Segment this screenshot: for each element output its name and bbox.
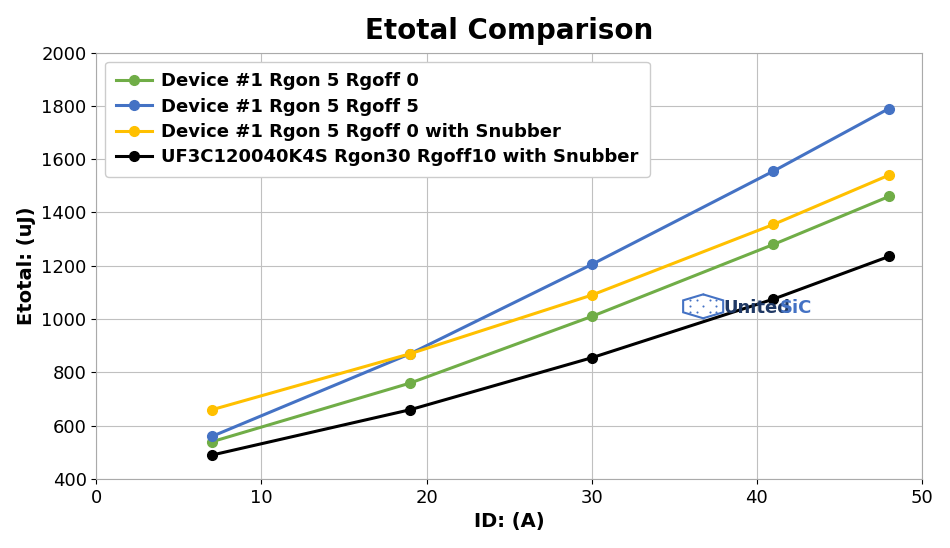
Device #1 Rgon 5 Rgoff 0: [586, 313, 598, 319]
UF3C120040K4S Rgon30 Rgoff10 with Snubber: [206, 452, 218, 458]
UF3C120040K4S Rgon30 Rgoff10 with Snubber: [586, 355, 598, 361]
Device #1 Rgon 5 Rgoff 5: [768, 168, 779, 174]
Legend: Device #1 Rgon 5 Rgoff 0, Device #1 Rgon 5 Rgoff 5, Device #1 Rgon 5 Rgoff 0 wit: Device #1 Rgon 5 Rgoff 0, Device #1 Rgon…: [105, 61, 650, 177]
Device #1 Rgon 5 Rgoff 0 with Snubber: [206, 407, 218, 413]
Text: United: United: [724, 299, 790, 317]
Device #1 Rgon 5 Rgoff 5: [206, 433, 218, 439]
Device #1 Rgon 5 Rgoff 0 with Snubber: [586, 292, 598, 299]
Device #1 Rgon 5 Rgoff 5: [405, 351, 416, 357]
Device #1 Rgon 5 Rgoff 0: [206, 438, 218, 445]
Device #1 Rgon 5 Rgoff 0: [768, 241, 779, 248]
Device #1 Rgon 5 Rgoff 0 with Snubber: [884, 172, 895, 179]
UF3C120040K4S Rgon30 Rgoff10 with Snubber: [405, 407, 416, 413]
Device #1 Rgon 5 Rgoff 0: [884, 193, 895, 200]
UF3C120040K4S Rgon30 Rgoff10 with Snubber: [768, 296, 779, 302]
Line: Device #1 Rgon 5 Rgoff 0: Device #1 Rgon 5 Rgoff 0: [207, 192, 894, 447]
UF3C120040K4S Rgon30 Rgoff10 with Snubber: [884, 253, 895, 260]
Device #1 Rgon 5 Rgoff 0: [405, 380, 416, 386]
Device #1 Rgon 5 Rgoff 0 with Snubber: [405, 351, 416, 357]
Device #1 Rgon 5 Rgoff 5: [586, 261, 598, 268]
Text: SiC: SiC: [780, 299, 812, 317]
Line: Device #1 Rgon 5 Rgoff 5: Device #1 Rgon 5 Rgoff 5: [207, 104, 894, 441]
Line: UF3C120040K4S Rgon30 Rgoff10 with Snubber: UF3C120040K4S Rgon30 Rgoff10 with Snubbe…: [207, 252, 894, 460]
Device #1 Rgon 5 Rgoff 0 with Snubber: [768, 221, 779, 228]
Title: Etotal Comparison: Etotal Comparison: [365, 16, 654, 45]
Device #1 Rgon 5 Rgoff 5: [884, 105, 895, 112]
Y-axis label: Etotal: (uJ): Etotal: (uJ): [17, 207, 36, 325]
Line: Device #1 Rgon 5 Rgoff 0 with Snubber: Device #1 Rgon 5 Rgoff 0 with Snubber: [207, 170, 894, 415]
X-axis label: ID: (A): ID: (A): [474, 512, 544, 532]
